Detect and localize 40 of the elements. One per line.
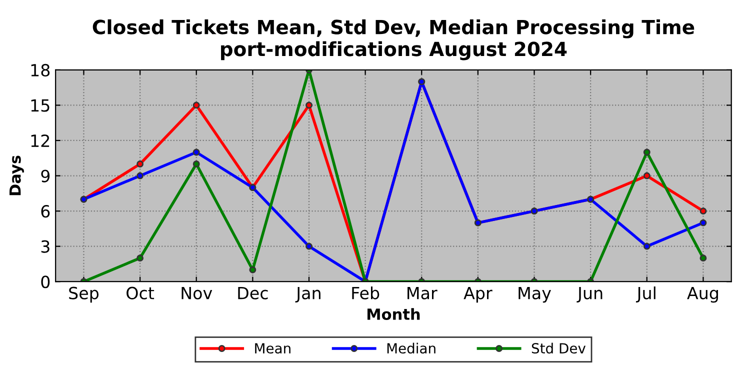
y-tick-label: 12 — [31, 134, 50, 147]
legend-label: Median — [387, 342, 436, 354]
point — [192, 160, 200, 168]
x-axis-title: Month — [368, 308, 420, 320]
x-tick-label: Nov — [182, 286, 212, 300]
x-tick-label: Dec — [238, 286, 268, 300]
point — [700, 254, 707, 262]
y-tick-label: 9 — [41, 170, 50, 182]
point — [192, 102, 200, 109]
x-tick-label: Mar — [408, 286, 438, 300]
x-tick-label: Sep — [69, 286, 99, 303]
x-tick-label: Jul — [636, 286, 656, 302]
point — [136, 254, 144, 262]
x-tick-label: Apr — [464, 286, 492, 303]
x-tick-label: Jan — [295, 286, 320, 302]
point — [249, 266, 256, 274]
x-tick-label: May — [518, 286, 551, 303]
y-tick-label: 0 — [41, 276, 50, 288]
point — [643, 242, 650, 250]
y-tick-label: 18 — [31, 64, 50, 76]
y-tick-label: 3 — [41, 240, 50, 253]
legend-label: Std Dev — [532, 342, 586, 354]
chart-title: Closed Tickets Mean, Std Dev, Median Processing Time port-modifications August 2024 — [92, 19, 694, 60]
point — [643, 148, 650, 156]
point — [700, 208, 707, 215]
point — [643, 172, 650, 180]
x-tick-label: Jun — [576, 286, 602, 302]
point — [136, 172, 144, 180]
point — [306, 102, 312, 109]
y-axis-title: Days — [10, 156, 24, 196]
point — [700, 219, 707, 226]
point — [136, 160, 144, 168]
point — [192, 148, 200, 156]
x-tick-label: Feb — [352, 286, 380, 300]
y-tick-label: 15 — [31, 99, 50, 112]
y-tick-label: 6 — [41, 205, 50, 218]
legend-label: Mean — [255, 343, 290, 354]
x-tick-label: Aug — [687, 286, 718, 303]
point — [306, 242, 312, 250]
x-tick-label: Oct — [126, 286, 154, 300]
